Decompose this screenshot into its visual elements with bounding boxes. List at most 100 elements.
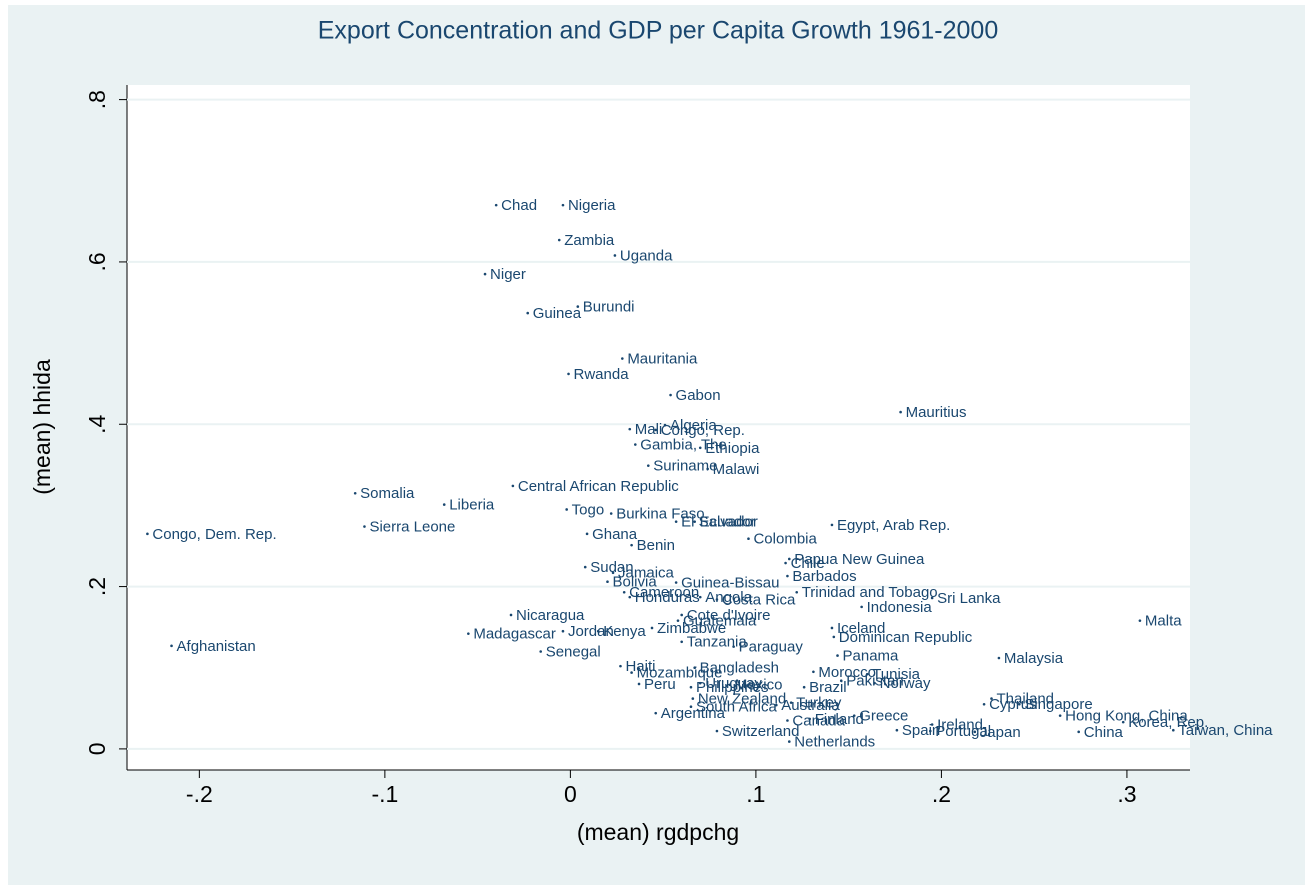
point-label: Somalia [360,485,415,502]
point [852,714,856,717]
point-label: Finland [815,711,864,728]
point [787,557,791,561]
x-tick-label: .3 [1117,781,1136,807]
y-tick-label: .8 [84,90,110,109]
point-label: Norway [880,675,931,692]
point-label: Mexico [735,677,783,694]
point-label: Greece [859,708,908,725]
point-label: Liberia [449,497,495,514]
point [1121,720,1125,724]
point-label: Chile [791,555,825,572]
point-label: Guinea-Bissau [681,574,779,591]
point [693,520,696,523]
point-label: Congo, Dem. Rep. [152,526,276,543]
point [930,723,934,726]
point-label: Portugal [935,723,991,740]
point-label: Turkey [796,695,842,712]
point [784,561,787,565]
point [873,681,876,685]
point [1172,728,1175,732]
point [747,537,750,540]
y-tick-label: .4 [84,414,110,433]
point [808,717,811,721]
point [650,626,654,630]
point [706,467,709,471]
point [698,446,702,450]
point-label: Bolivia [612,574,657,591]
point-label: Malawi [713,461,760,478]
point-label: Pakistan [846,673,904,690]
point [830,523,834,527]
point-label: Chad [501,197,537,214]
point-label: Japan [980,724,1021,741]
point-label: Morocco [818,664,876,681]
point-label: Sri Lanka [937,590,1001,607]
point-label: Togo [572,501,605,518]
point-label: Algeria [670,417,717,434]
point [654,428,658,432]
x-tick-label: .2 [932,781,951,807]
point [526,311,530,315]
point [865,672,869,676]
point [353,491,357,495]
point [146,532,149,536]
point [628,427,632,431]
point-label: Jordan [568,623,614,640]
point-label: Tunisia [872,666,920,683]
point [973,730,977,734]
y-axis-title: (mean) hhida [29,359,55,495]
y-tick-label: 0 [84,742,110,755]
point [630,543,633,547]
point [585,532,589,536]
point-label: Cyprus [989,696,1037,713]
point-label: Mali [635,421,663,438]
point [539,650,542,653]
point [561,629,565,633]
point-label: Suriname [653,458,717,475]
point [669,393,672,397]
point [990,697,993,700]
point-label: Peru [644,676,676,693]
point-label: Panama [843,648,900,665]
point [836,654,839,657]
plot-area [127,85,1190,770]
point [674,520,678,523]
point-label: Colombia [753,531,817,548]
point-label: Guinea [533,305,582,322]
point [691,697,695,700]
point [693,666,696,670]
point [646,464,650,467]
point [839,679,843,683]
point-label: El Salvador [681,514,758,531]
point [622,590,626,594]
point-label: Gambia, The [640,437,726,454]
point-label: Niger [490,266,526,283]
point [895,728,899,732]
point [557,238,561,242]
point-label: China [1084,724,1124,741]
point-label: Jamaica [618,565,675,582]
point [997,656,1001,660]
point-label: Costa Rica [722,592,796,609]
point-label: Ghana [592,526,638,543]
point [982,702,986,706]
point-label: Thailand [996,691,1054,708]
point [930,596,934,600]
x-tick-label: -.1 [371,781,398,807]
point-label: Zambia [564,232,615,249]
point [611,571,615,575]
point [789,701,793,704]
point [606,580,609,584]
point-label: Malaysia [1004,650,1064,667]
point-label: Guatemala [683,613,757,630]
point [928,729,932,733]
point-label: Barbados [792,568,856,585]
point [170,644,173,648]
point [698,595,702,599]
point [628,595,632,599]
point-label: Indonesia [867,599,933,616]
point [676,619,680,622]
point-label: Kenya [603,623,646,640]
point-label: Cote d'Ivoire [687,607,771,624]
y-tick-label: .2 [84,577,110,596]
